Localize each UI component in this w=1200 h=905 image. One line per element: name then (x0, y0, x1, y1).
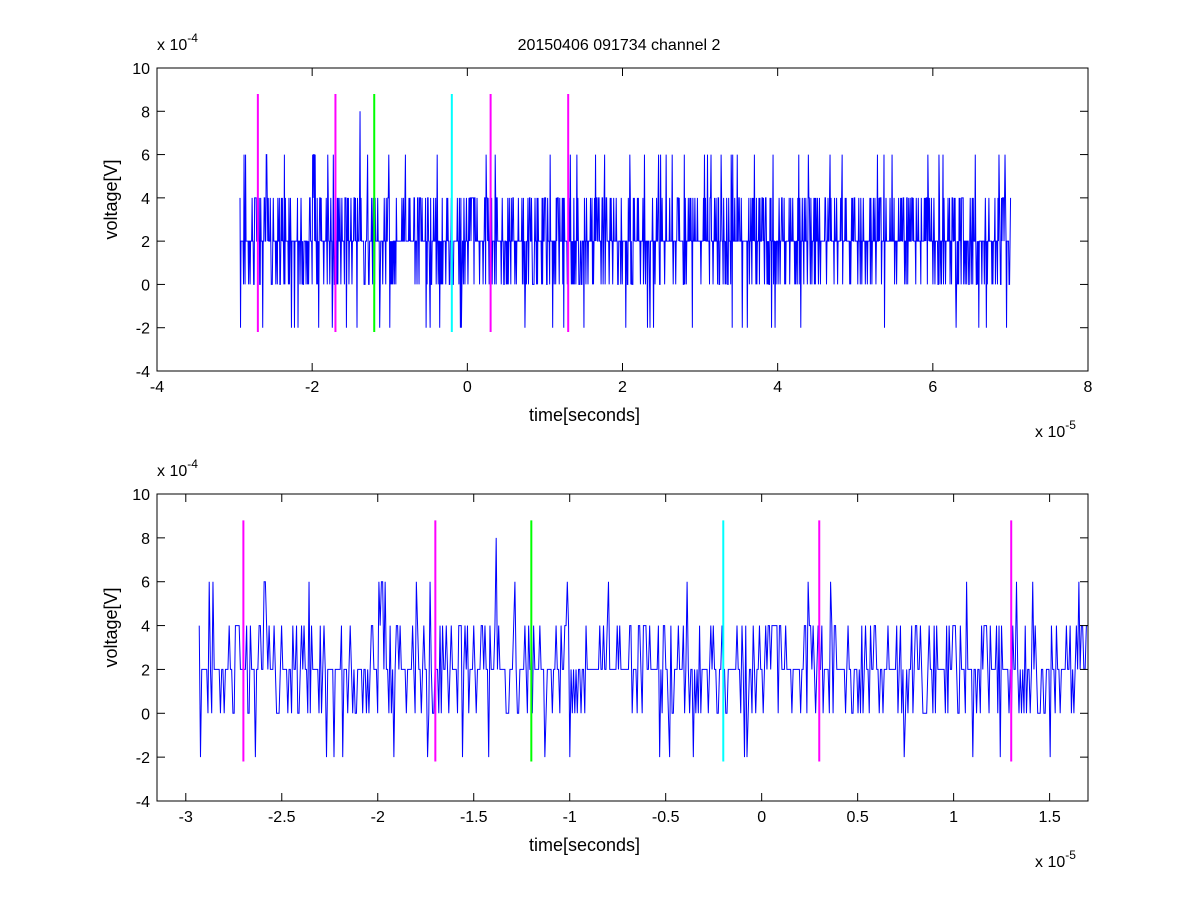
y-tick-label: -2 (136, 321, 150, 338)
y-tick-label: -2 (136, 750, 150, 767)
x-tick-label: -2.5 (268, 809, 296, 826)
y-multiplier-base: x 10 (157, 463, 187, 480)
x-tick-label: -4 (150, 379, 164, 396)
y-multiplier: x 10-4 (157, 31, 198, 54)
y-tick-label: 6 (141, 148, 150, 165)
x-multiplier-exponent: -5 (1065, 848, 1076, 862)
x-tick-label: 2 (618, 379, 627, 396)
x-tick-label: 1.5 (1038, 809, 1060, 826)
y-tick-label: 6 (141, 575, 150, 592)
y-tick-label: 0 (141, 706, 150, 723)
y-tick-label: 0 (141, 277, 150, 294)
voltage-trace (239, 111, 1012, 328)
x-axis-label: time[seconds] (529, 405, 640, 425)
y-axis-label: voltage[V] (101, 159, 121, 239)
x-tick-label: 8 (1084, 379, 1093, 396)
x-tick-label: 0.5 (847, 809, 869, 826)
y-tick-label: 8 (141, 104, 150, 121)
x-tick-label: -1.5 (460, 809, 488, 826)
y-tick-label: 10 (132, 487, 150, 504)
y-tick-label: 4 (141, 191, 150, 208)
x-tick-label: 6 (928, 379, 937, 396)
axes-frame (156, 493, 1089, 802)
figure-title: 20150406 091734 channel 2 (518, 37, 721, 54)
y-multiplier-base: x 10 (157, 37, 187, 54)
x-tick-label: 0 (463, 379, 472, 396)
x-axis-label: time[seconds] (529, 835, 640, 855)
top-plot: -4 -2 0 2 4 6 8 -4 -2 0 2 4 6 8 10 time[seconds] voltage… (101, 31, 1093, 441)
x-tick-label: 4 (773, 379, 782, 396)
y-multiplier-exponent: -4 (187, 457, 198, 471)
y-tick-label: 2 (141, 234, 150, 251)
x-tick-label: -2 (371, 809, 385, 826)
x-tick-label: -3 (179, 809, 193, 826)
y-tick-label: 2 (141, 662, 150, 679)
voltage-trace (198, 537, 1088, 758)
y-tick-label: 10 (132, 61, 150, 78)
y-multiplier-exponent: -4 (187, 31, 198, 45)
x-tick-label: -1 (563, 809, 577, 826)
y-axis-label: voltage[V] (101, 587, 121, 667)
y-multiplier: x 10-4 (157, 457, 198, 480)
x-tick-label: 0 (757, 809, 766, 826)
bottom-plot: -3 -2.5 -2 -1.5 -1 -0.5 0 0.5 1 1.5 -4 -2 0 2 4 6 8 10 tim… (101, 457, 1089, 871)
x-multiplier-base: x 10 (1035, 854, 1065, 871)
x-multiplier-base: x 10 (1035, 424, 1065, 441)
x-multiplier: x 10-5 (1035, 848, 1076, 871)
y-tick-label: 8 (141, 531, 150, 548)
x-tick-label: 1 (949, 809, 958, 826)
x-multiplier-exponent: -5 (1065, 418, 1076, 432)
x-tick-label: -2 (305, 379, 319, 396)
y-tick-label: 4 (141, 619, 150, 636)
y-tick-label: -4 (136, 794, 150, 811)
x-tick-label: -0.5 (652, 809, 680, 826)
x-multiplier: x 10-5 (1035, 418, 1076, 441)
y-tick-label: -4 (136, 364, 150, 381)
